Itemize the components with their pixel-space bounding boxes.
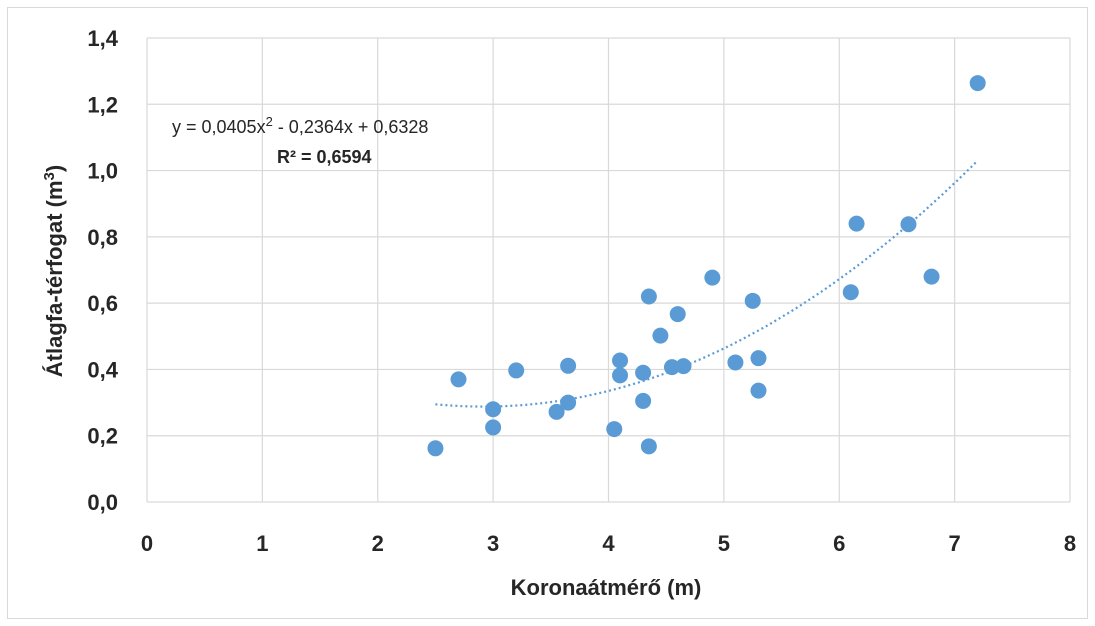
chart-frame xyxy=(7,7,1088,619)
data-point xyxy=(744,292,761,309)
data-point xyxy=(669,306,686,323)
y-tick-label: 1,2 xyxy=(87,92,118,117)
x-tick-label: 0 xyxy=(141,531,153,556)
data-point xyxy=(427,440,444,457)
data-point xyxy=(635,364,652,381)
y-tick-label: 1,0 xyxy=(87,159,118,184)
data-point xyxy=(560,357,577,374)
data-point xyxy=(923,268,940,285)
x-tick-label: 6 xyxy=(833,531,845,556)
x-tick-label: 3 xyxy=(487,531,499,556)
r-squared-label: R² = 0,6594 xyxy=(277,147,372,167)
data-point xyxy=(704,269,721,286)
data-point xyxy=(640,438,657,455)
data-point xyxy=(548,403,565,420)
x-tick-label: 7 xyxy=(949,531,961,556)
trendline xyxy=(435,159,979,408)
data-point xyxy=(612,367,629,384)
y-tick-label: 0,8 xyxy=(87,225,118,250)
data-points xyxy=(427,75,986,457)
data-point xyxy=(969,75,986,92)
data-point xyxy=(606,421,623,438)
data-point xyxy=(450,371,467,388)
data-point xyxy=(750,350,767,367)
y-tick-label: 0,0 xyxy=(87,490,118,515)
y-tick-label: 1,4 xyxy=(87,26,118,51)
gridlines xyxy=(146,37,1071,503)
y-axis-title: Átlagfa-térfogat (m3) xyxy=(41,165,67,377)
data-point xyxy=(727,354,744,371)
x-tick-label: 5 xyxy=(718,531,730,556)
trendline-equation: y = 0,0405x2 - 0,2364x + 0,6328 xyxy=(172,114,428,137)
x-axis-title: Koronaátmérő (m) xyxy=(511,575,702,600)
data-point xyxy=(848,215,865,232)
data-point xyxy=(508,362,525,379)
data-point xyxy=(900,216,917,233)
data-point xyxy=(652,327,669,344)
x-tick-labels: 0 1 2 3 4 5 6 7 8 xyxy=(141,531,1076,556)
data-point xyxy=(485,419,502,436)
data-point xyxy=(663,359,680,376)
x-tick-label: 8 xyxy=(1064,531,1076,556)
x-tick-label: 2 xyxy=(372,531,384,556)
y-tick-labels: 0,0 0,2 0,4 0,6 0,8 1,0 1,2 1,4 xyxy=(87,26,118,515)
data-point xyxy=(750,382,767,399)
data-point xyxy=(485,401,502,418)
x-tick-label: 4 xyxy=(602,531,615,556)
data-point xyxy=(635,392,652,409)
y-tick-label: 0,2 xyxy=(87,424,118,449)
data-point xyxy=(560,394,577,411)
data-point xyxy=(612,352,629,369)
x-tick-label: 1 xyxy=(256,531,268,556)
data-point xyxy=(675,358,692,375)
y-tick-label: 0,4 xyxy=(87,357,118,382)
y-tick-label: 0,6 xyxy=(87,291,118,316)
data-point xyxy=(640,288,657,305)
data-point xyxy=(842,284,859,301)
